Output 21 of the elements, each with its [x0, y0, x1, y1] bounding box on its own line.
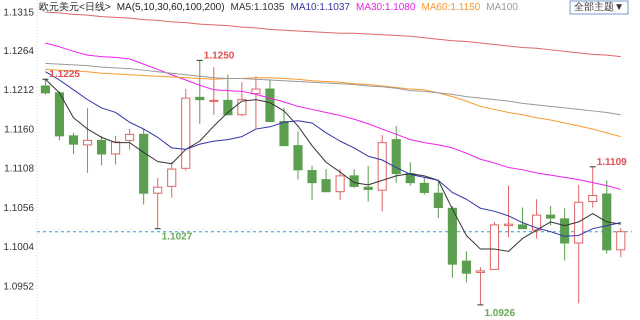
y-tick-label: 1.1160 — [4, 124, 34, 136]
annotation: 全部主题▼ — [574, 1, 624, 13]
y-tick-label: 1.1004 — [3, 242, 34, 254]
text: MA10:1.1037 — [290, 2, 350, 13]
text: MA5:1.1035 — [230, 2, 285, 13]
annotation: 1.1109 — [596, 156, 628, 168]
annotation: 1.1225 — [49, 69, 80, 80]
y-tick-label: 1.0952 — [3, 281, 34, 292]
y-tick-label: 1.1264 — [3, 46, 34, 57]
y-tick-label: 1.1056 — [3, 202, 34, 214]
annotation: MA(5,10,30,60,100,200) — [116, 2, 225, 13]
annotation: 1.1250 — [204, 50, 235, 62]
chart-title: 欧元美元<日线> — [39, 1, 111, 13]
annotation: 1.0926 — [484, 308, 516, 319]
y-tick-label: 1.1212 — [3, 85, 34, 96]
y-tick-label: 1.1315 — [3, 7, 34, 18]
text: MA30:1.1080 — [356, 2, 416, 13]
text: MA100 — [486, 2, 518, 13]
y-tick-label: 1.1108 — [4, 164, 34, 175]
text: MA60:1.1150 — [421, 2, 481, 13]
annotation: 1.1027 — [162, 232, 193, 243]
